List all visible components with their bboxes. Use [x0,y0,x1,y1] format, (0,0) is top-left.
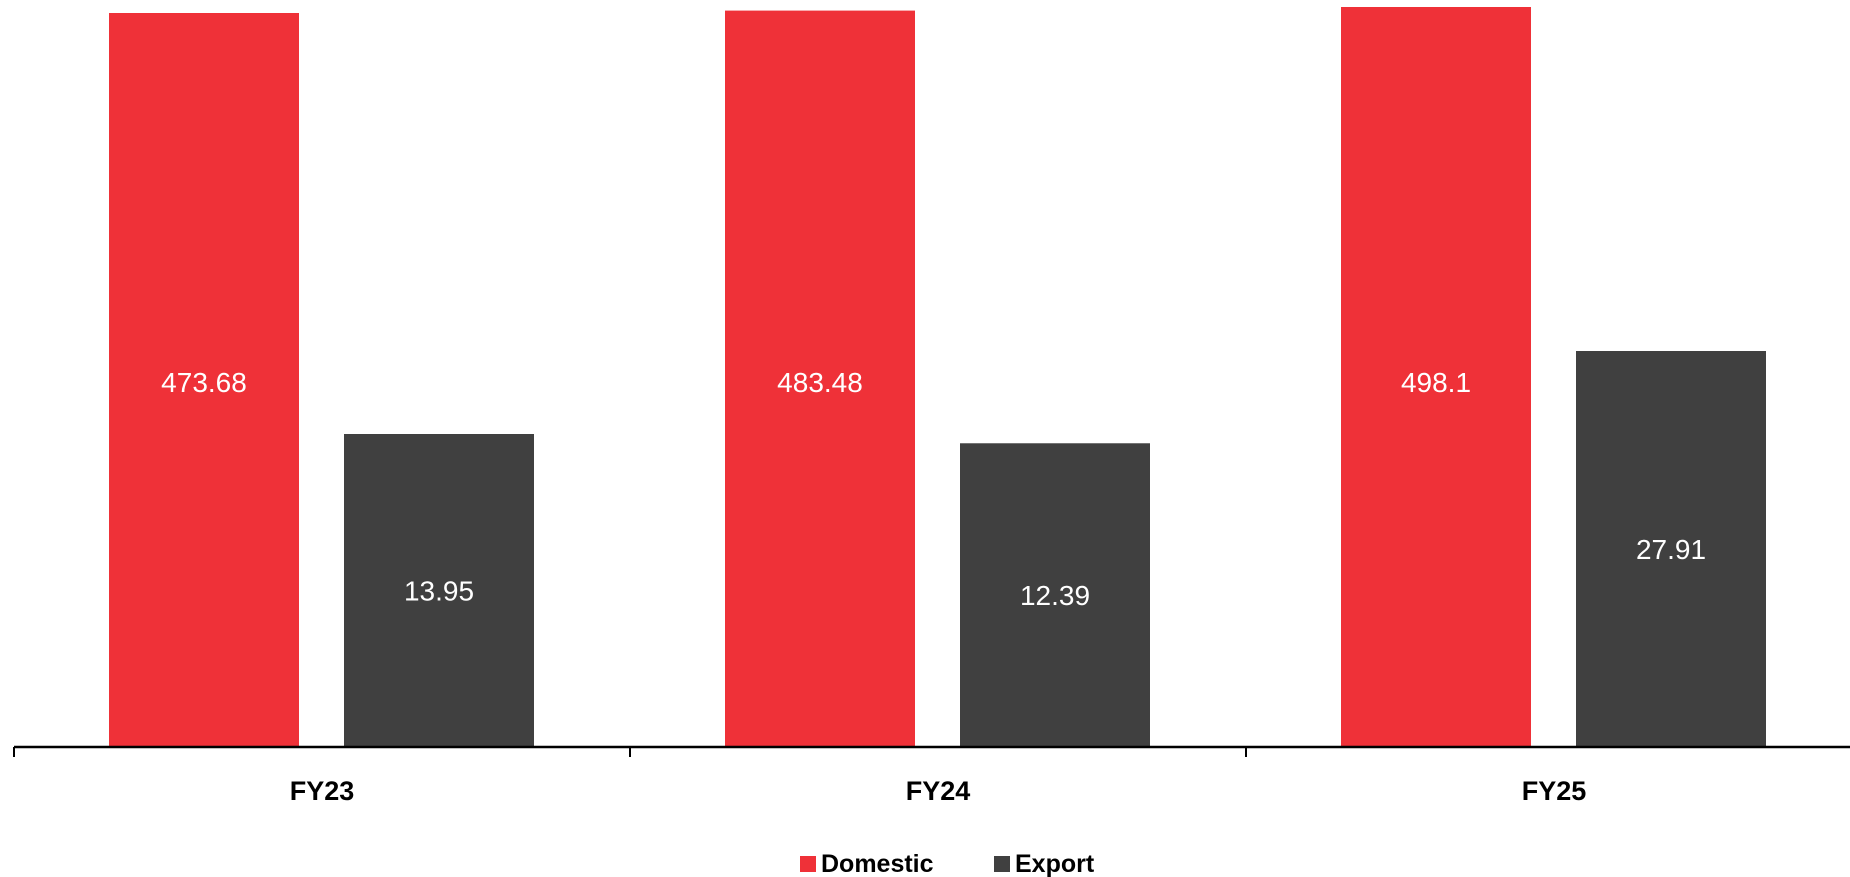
category-labels: FY23 FY24 FY25 [290,776,1587,806]
legend: Domestic Export [800,850,1095,877]
bar-export-fy24 [960,443,1150,747]
bar-domestic-fy23 [109,13,299,747]
data-label-export-fy25: 27.91 [1636,534,1706,565]
legend-label-domestic: Domestic [821,850,934,877]
bar-domestic-fy25 [1341,7,1531,747]
category-label-fy23: FY23 [290,776,355,806]
data-label-export-fy24: 12.39 [1020,580,1090,611]
legend-swatch-export [994,856,1010,872]
data-label-domestic-fy25: 498.1 [1401,367,1471,398]
legend-label-export: Export [1015,850,1095,877]
legend-swatch-domestic [800,856,816,872]
data-label-domestic-fy24: 483.48 [777,367,863,398]
data-label-export-fy23: 13.95 [404,576,474,607]
bar-export-fy25 [1576,351,1766,747]
category-label-fy25: FY25 [1522,776,1587,806]
bar-domestic-fy24 [725,10,915,747]
x-axis [13,745,1850,757]
data-label-domestic-fy23: 473.68 [161,367,247,398]
bars-layer: 473.68 13.95 483.48 12.39 498.1 27.91 [109,7,1766,747]
category-label-fy24: FY24 [906,776,971,806]
bar-export-fy23 [344,434,534,747]
